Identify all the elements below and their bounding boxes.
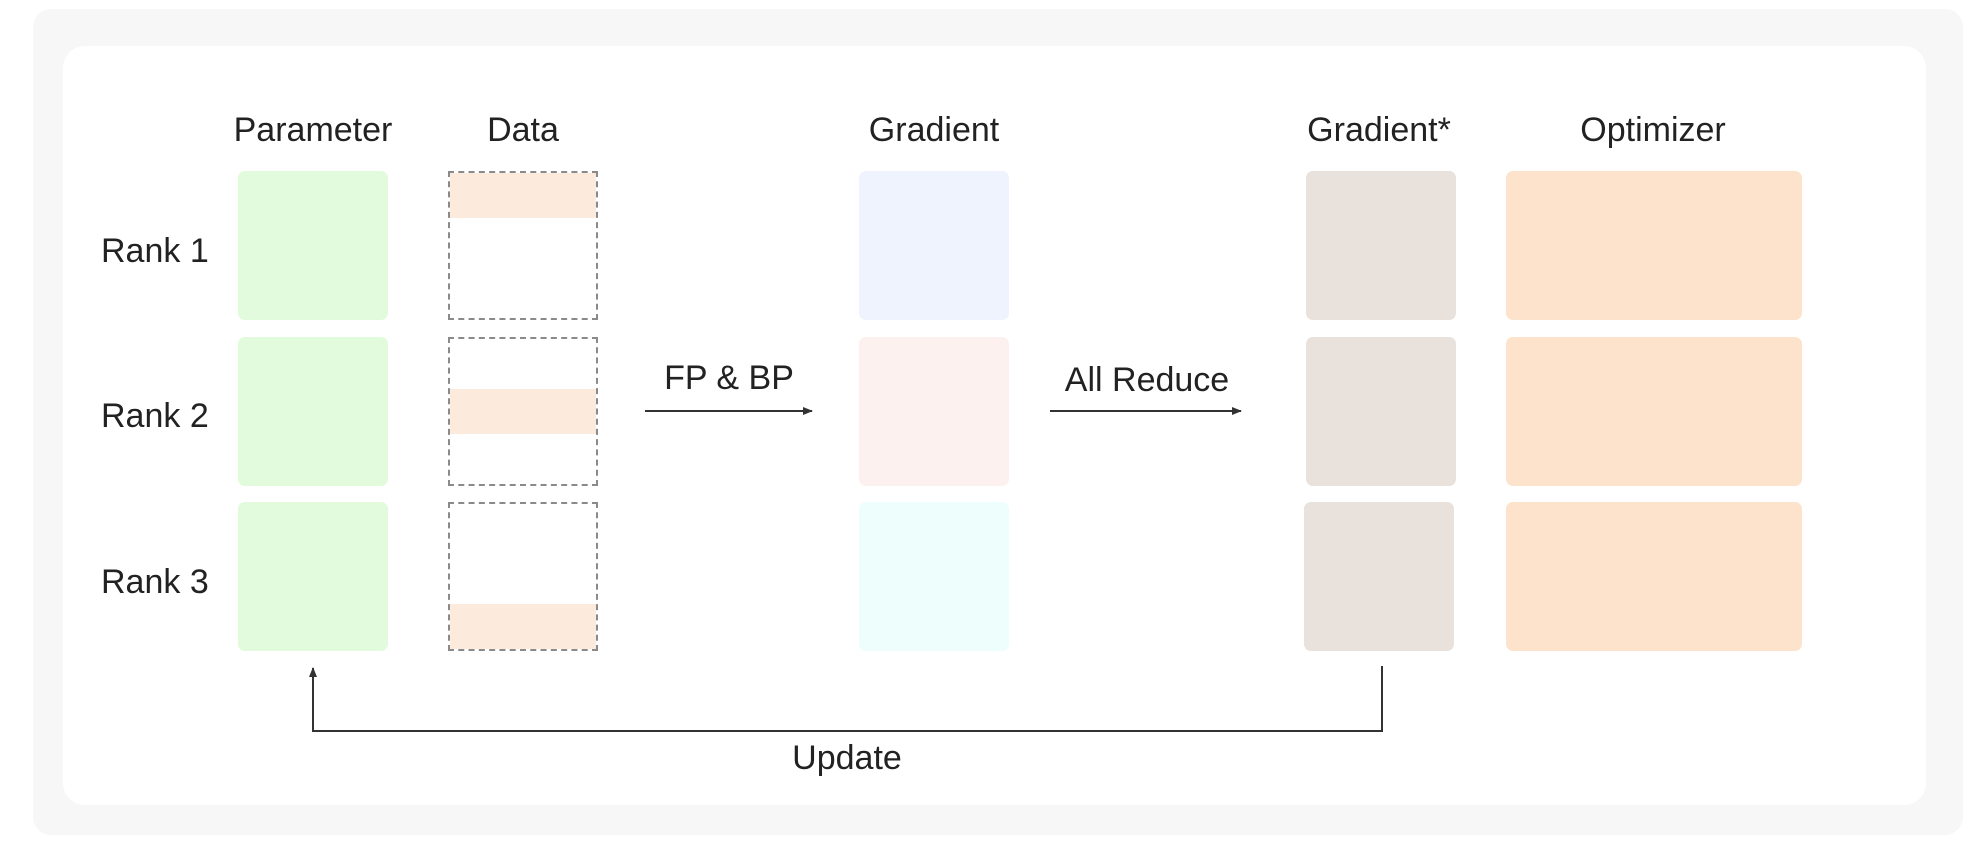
data-shard-3 <box>450 604 596 649</box>
header-parameter: Parameter <box>233 111 393 149</box>
gradient-star-box-rank-1 <box>1306 171 1456 320</box>
rank-label-1: Rank 1 <box>101 232 209 270</box>
gradient-star-box-rank-3 <box>1304 502 1454 651</box>
gradient-star-box-rank-2 <box>1306 337 1456 486</box>
fp-bp-label: FP & BP <box>664 359 794 397</box>
parameter-box-rank-3 <box>238 502 388 651</box>
header-optimizer: Optimizer <box>1580 111 1726 149</box>
optimizer-box-rank-2 <box>1506 337 1802 486</box>
update-arrow <box>309 666 1383 732</box>
rank-label-3: Rank 3 <box>101 563 209 601</box>
optimizer-box-rank-3 <box>1506 502 1802 651</box>
data-box-rank-2 <box>448 337 598 486</box>
gradient-box-rank-3 <box>859 502 1009 651</box>
header-data: Data <box>487 111 559 149</box>
header-gradient: Gradient <box>868 111 1000 149</box>
parameter-box-rank-2 <box>238 337 388 486</box>
gradient-box-rank-2 <box>859 337 1009 486</box>
all-reduce-label: All Reduce <box>1064 361 1230 399</box>
optimizer-box-rank-1 <box>1506 171 1802 320</box>
data-box-rank-3 <box>448 502 598 651</box>
rank-label-2: Rank 2 <box>101 397 209 435</box>
header-gradient-star: Gradient* <box>1307 111 1451 149</box>
parameter-box-rank-1 <box>238 171 388 320</box>
gradient-box-rank-1 <box>859 171 1009 320</box>
data-shard-1 <box>450 173 596 218</box>
data-box-rank-1 <box>448 171 598 320</box>
data-shard-2 <box>450 389 596 434</box>
update-label: Update <box>792 739 902 777</box>
